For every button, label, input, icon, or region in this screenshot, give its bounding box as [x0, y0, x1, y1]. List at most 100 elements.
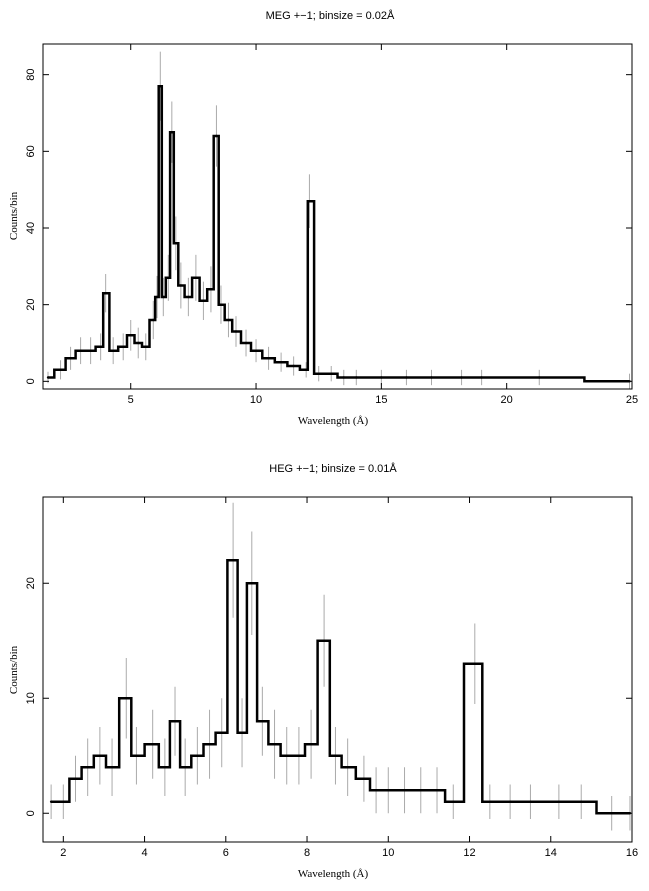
y-tick-label: 10 [25, 692, 37, 704]
data-point [196, 754, 199, 757]
data-point [110, 766, 114, 769]
data-point [473, 662, 476, 665]
data-point [529, 800, 532, 803]
data-layer [46, 51, 631, 389]
data-point [452, 800, 455, 803]
data-point [129, 334, 132, 337]
x-tick-label: 2 [60, 847, 66, 859]
x-tick-label: 6 [223, 847, 229, 859]
x-tick-label: 20 [501, 394, 513, 406]
data-point [419, 789, 422, 792]
x-tick-label: 5 [128, 394, 134, 406]
x-tick-label: 15 [375, 394, 387, 406]
data-point [355, 376, 358, 379]
heg-spectrum-panel: HEG +−1; binsize = 0.01Å 2 4 6 8 10 12 14 16 0 10… [8, 462, 638, 880]
data-point [151, 743, 154, 746]
data-point [322, 639, 326, 642]
data-point [374, 789, 378, 792]
data-point [405, 376, 408, 379]
data-point [244, 341, 248, 345]
data-point [538, 376, 541, 379]
data-point [403, 789, 406, 792]
data-point [460, 376, 463, 379]
data-point [330, 372, 333, 375]
x-tick-label: 16 [626, 847, 638, 859]
data-layer [49, 502, 632, 831]
data-point [557, 800, 561, 803]
data-point [122, 345, 125, 349]
chart-title: MEG +−1; binsize = 0.02Å [266, 9, 395, 22]
data-point [488, 800, 492, 803]
data-point [86, 766, 89, 769]
data-point [104, 291, 107, 295]
x-axis-label: Wavelength (Å) [298, 415, 369, 427]
data-point [285, 754, 288, 757]
data-point [135, 754, 138, 757]
data-point [167, 276, 170, 280]
data-point [187, 295, 190, 299]
data-point [183, 766, 187, 769]
data-point [234, 330, 238, 333]
data-point [240, 731, 244, 734]
chart-title: HEG +−1; binsize = 0.01Å [269, 462, 397, 475]
x-tick-label: 25 [626, 394, 638, 406]
x-tick-label: 10 [250, 394, 262, 406]
data-point [99, 345, 102, 349]
data-point [292, 364, 295, 368]
x-tick-label: 8 [304, 847, 310, 859]
data-point [144, 345, 147, 349]
y-axis-label: Counts/bin [8, 191, 20, 240]
data-point [69, 357, 72, 360]
data-point [202, 299, 205, 303]
data-point [137, 341, 140, 345]
x-axis-label: Wavelength (Å) [298, 868, 369, 880]
data-point [179, 284, 183, 287]
data-point [152, 318, 155, 322]
data-point [159, 84, 162, 88]
x-tick-label: 10 [382, 847, 394, 859]
data-point [208, 743, 211, 746]
data-point [49, 800, 53, 803]
data-point [279, 360, 283, 364]
y-tick-label: 0 [25, 810, 37, 816]
data-point [430, 376, 433, 379]
data-point [297, 754, 301, 757]
x-tick-label: 14 [545, 847, 557, 859]
y-tick-label: 0 [25, 378, 37, 384]
y-tick-label: 40 [25, 222, 37, 234]
data-point [254, 349, 258, 352]
tick-layer: 5 10 15 20 25 0 20 40 60 80 [25, 44, 638, 406]
data-point [209, 288, 213, 291]
data-point [162, 295, 165, 299]
data-point [387, 789, 390, 792]
x-tick-label: 12 [463, 847, 475, 859]
data-point [59, 368, 62, 372]
data-point [508, 800, 512, 803]
data-point [261, 720, 264, 723]
data-point [342, 376, 345, 379]
y-tick-label: 80 [25, 69, 37, 81]
series-line [48, 84, 630, 383]
data-point [79, 349, 82, 352]
data-point [227, 318, 230, 322]
data-point [250, 582, 253, 585]
data-point [308, 199, 311, 203]
y-tick-label: 20 [25, 299, 37, 311]
data-point [125, 697, 128, 700]
data-point [362, 777, 366, 780]
data-point [173, 720, 177, 723]
data-point [74, 777, 77, 780]
plot-frame [42, 43, 633, 390]
data-point [610, 812, 613, 815]
data-point [309, 743, 313, 746]
data-point [317, 372, 320, 375]
plot-frame [42, 496, 633, 843]
series-line [51, 559, 630, 815]
data-point [89, 349, 92, 352]
data-point [174, 242, 178, 245]
data-point [98, 754, 102, 757]
data-point [304, 368, 308, 372]
tick-layer: 2 4 6 8 10 12 14 16 0 10 20 [25, 497, 638, 859]
data-point [580, 800, 583, 803]
